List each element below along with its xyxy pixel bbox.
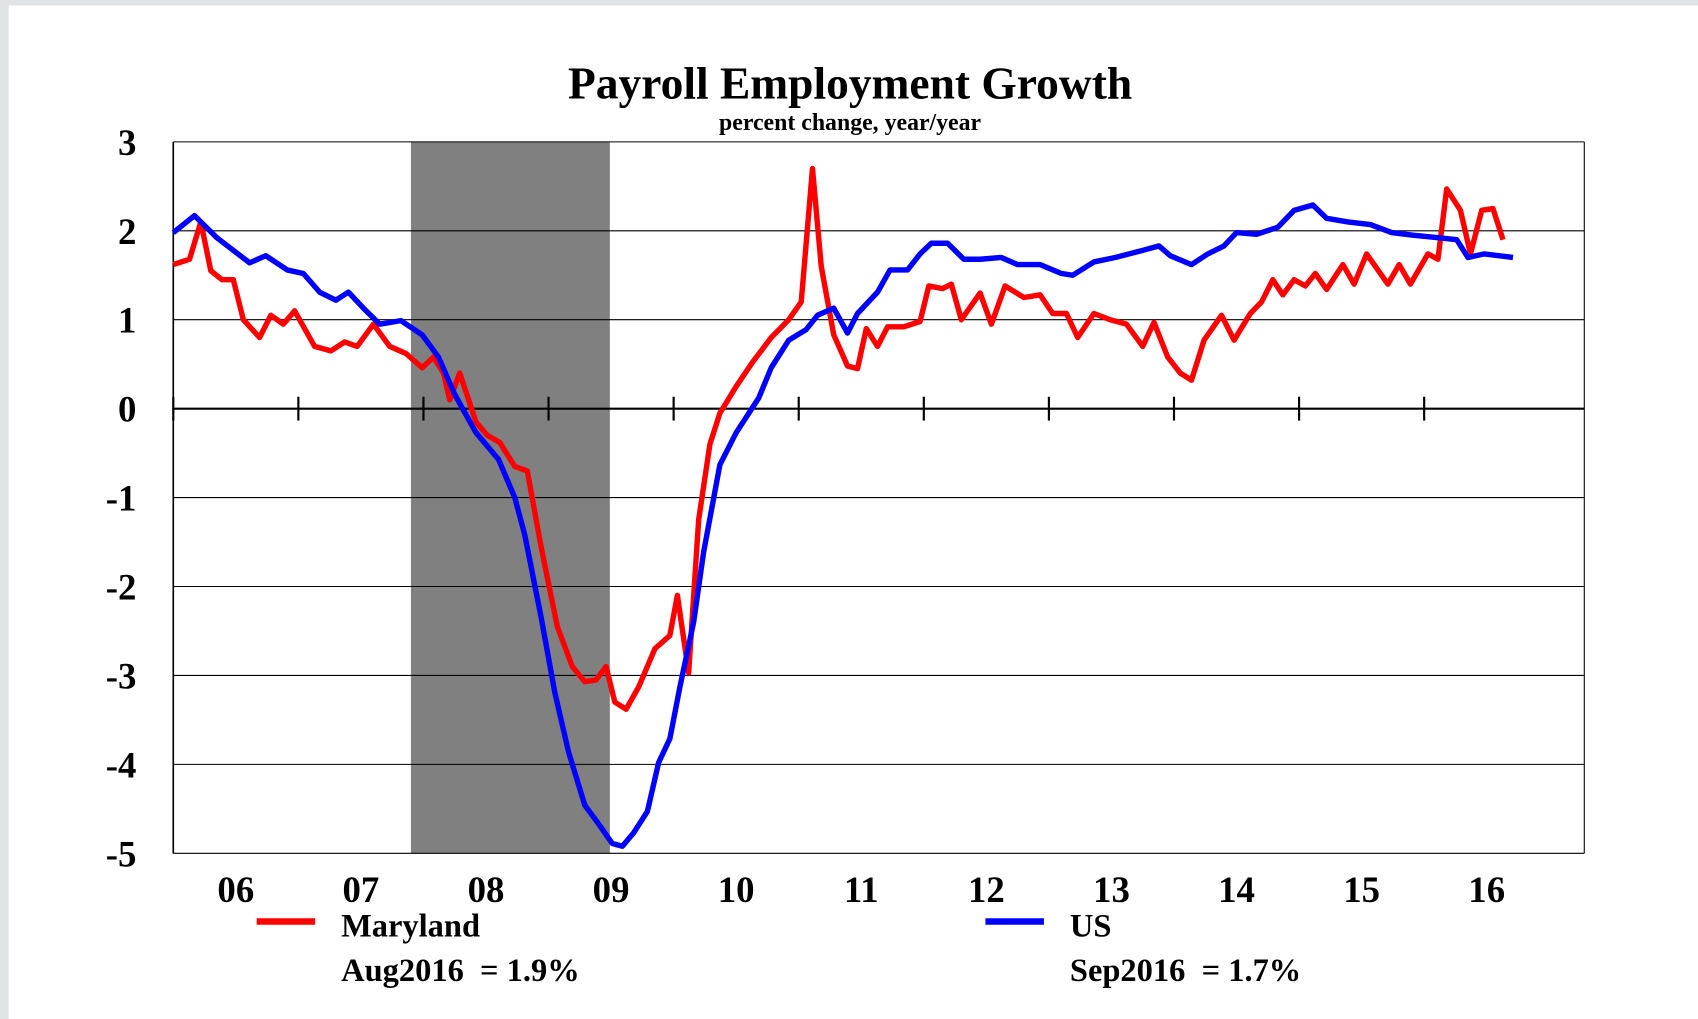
legend-note: Sep2016 = 1.7% bbox=[1070, 953, 1301, 989]
x-tick-label: 13 bbox=[1093, 869, 1130, 910]
x-tick-label: 07 bbox=[343, 869, 380, 910]
x-tick-label: 10 bbox=[718, 869, 755, 910]
y-tick-label: -5 bbox=[106, 833, 137, 874]
x-tick-label: 15 bbox=[1343, 869, 1380, 910]
x-tick-label: 16 bbox=[1468, 869, 1505, 910]
x-tick-label: 06 bbox=[217, 869, 254, 910]
y-tick-label: -1 bbox=[106, 478, 137, 519]
y-tick-label: 2 bbox=[118, 211, 136, 252]
x-tick-label: 11 bbox=[844, 869, 879, 910]
chart-subtitle: percent change, year/year bbox=[719, 110, 982, 136]
x-tick-label: 09 bbox=[593, 869, 630, 910]
y-tick-label: -2 bbox=[106, 567, 137, 608]
x-tick-label: 12 bbox=[968, 869, 1005, 910]
y-tick-label: 1 bbox=[118, 300, 136, 341]
x-tick-label: 14 bbox=[1218, 869, 1255, 910]
legend-note: Aug2016 = 1.9% bbox=[341, 953, 580, 989]
series-line bbox=[171, 202, 1514, 849]
series-line bbox=[172, 165, 1506, 712]
x-tick-label: 08 bbox=[468, 869, 505, 910]
legend-label: US bbox=[1070, 909, 1112, 945]
y-tick-label: -3 bbox=[106, 655, 137, 696]
chart-title: Payroll Employment Growth bbox=[568, 58, 1132, 109]
y-tick-label: 3 bbox=[118, 122, 136, 163]
chart-background bbox=[8, 5, 1698, 1019]
y-tick-label: 0 bbox=[118, 389, 136, 430]
y-tick-label: -4 bbox=[106, 744, 137, 785]
legend-label: Maryland bbox=[341, 909, 480, 945]
